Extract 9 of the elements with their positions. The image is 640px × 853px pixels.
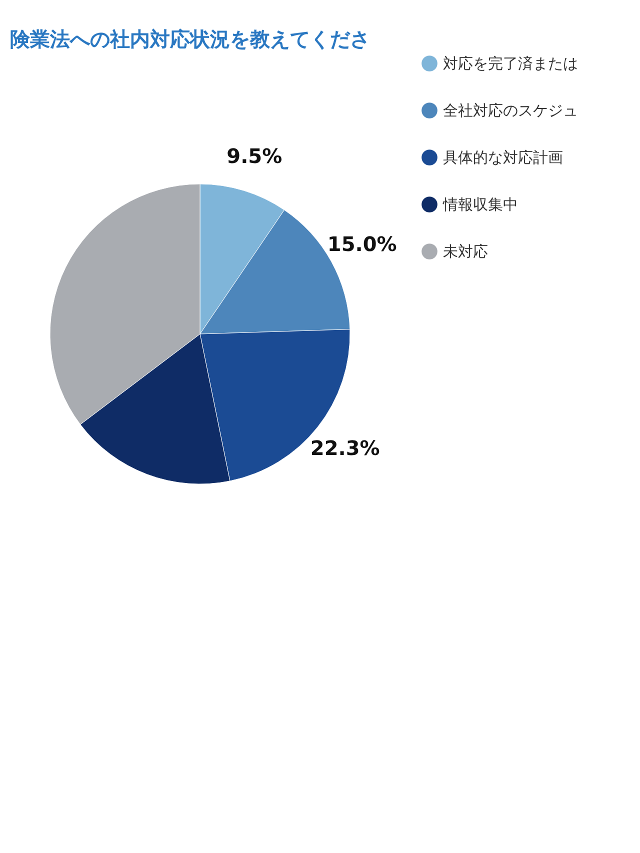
legend-label: 未対応 bbox=[443, 242, 488, 260]
legend-label: 具体的な対応計画 bbox=[443, 148, 563, 166]
data-label: 9.5% bbox=[226, 144, 282, 168]
legend-label: 情報収集中 bbox=[442, 196, 518, 214]
data-label: 22.3% bbox=[310, 436, 380, 460]
legend-label: 対応を完了済または bbox=[443, 54, 578, 72]
data-label: 15.0% bbox=[327, 232, 397, 256]
legend-label: 全社対応のスケジュ bbox=[443, 102, 578, 120]
chart-title: 険業法への社内対応状況を教えてくださ bbox=[10, 27, 370, 51]
